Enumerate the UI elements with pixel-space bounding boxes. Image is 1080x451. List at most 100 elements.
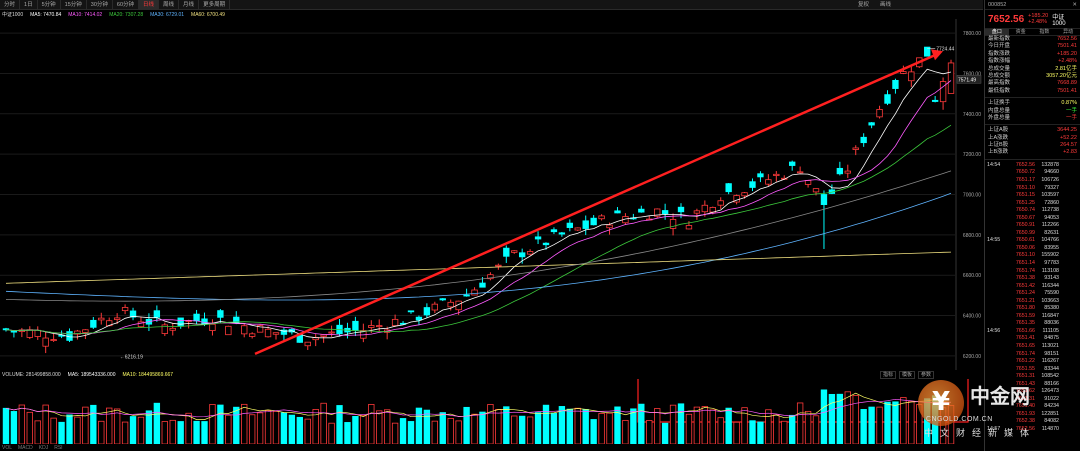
candle <box>10 330 18 333</box>
candle <box>900 71 907 74</box>
tick-time <box>987 366 1009 374</box>
candlestick-chart[interactable]: 7800.00 7600.00 7400.00 7200.00 7000.00 6800.… <box>0 19 983 370</box>
candle <box>177 317 184 327</box>
volume-bar <box>288 414 296 444</box>
period-tab-9[interactable]: 更多周期 <box>199 0 231 10</box>
quote-key: 指数涨幅 <box>988 58 1011 65</box>
tick-volume: 122851 <box>1041 410 1059 417</box>
tick-flag <box>1059 268 1066 276</box>
quote-value: +2.48% <box>1058 58 1077 65</box>
candle <box>765 179 772 185</box>
candle <box>741 192 748 197</box>
candle <box>614 210 621 214</box>
period-tab-2[interactable]: 5分钟 <box>38 0 61 10</box>
sidebar-tab-2[interactable]: 指数 <box>1039 29 1050 35</box>
volume-bar <box>717 417 724 444</box>
quote-table: 最新指数 7652.56 今日开盘 7501.41 指数涨跌 +185.20 指数涨幅 +2.… <box>985 36 1080 95</box>
sidebar-tab-0[interactable]: 盘口 <box>985 29 1009 35</box>
tick-time <box>987 290 1009 298</box>
candle <box>566 222 574 228</box>
indicator-button[interactable]: 指标 <box>880 371 897 379</box>
volume-bar <box>66 414 73 444</box>
candle <box>669 218 677 229</box>
param-button[interactable]: 参数 <box>918 371 935 379</box>
candle <box>574 227 581 231</box>
candle <box>415 316 423 321</box>
restore-rights-button[interactable]: 复权 <box>858 2 870 8</box>
tick-price: 7651.24 <box>1015 290 1035 297</box>
tick-time <box>987 192 1009 200</box>
volume-bar <box>558 406 566 444</box>
period-tab-8[interactable]: 月线 <box>179 0 200 10</box>
period-tab-1[interactable]: 1日 <box>20 0 38 10</box>
tick-price: 7652.56 <box>1015 426 1035 432</box>
volume-bar <box>431 420 439 444</box>
tick-price: 7650.74 <box>1015 207 1035 214</box>
tick-row: 7651.80 85380 <box>985 305 1080 313</box>
volume-bar <box>153 402 161 444</box>
period-tab-7[interactable]: 周线 <box>159 0 180 10</box>
tick-price: 7651.93 <box>1015 410 1035 417</box>
tick-flag <box>1059 305 1066 313</box>
volume-bar <box>50 417 57 444</box>
sidebar-tab-1[interactable]: 资金 <box>1015 29 1026 35</box>
period-tab-6[interactable]: 日线 <box>139 0 160 10</box>
tick-flag <box>1059 222 1066 230</box>
tick-flag <box>1059 411 1066 419</box>
volume-chart[interactable] <box>0 379 983 444</box>
period-tab-5[interactable]: 60分钟 <box>113 0 140 10</box>
volume-bar <box>749 420 756 444</box>
candle <box>98 317 105 321</box>
volume-bar <box>74 416 81 444</box>
draw-line-button[interactable]: 画线 <box>880 2 892 8</box>
tick-price: 7650.61 <box>1015 237 1035 244</box>
volume-bar <box>423 409 431 444</box>
tick-price: 7651.43 <box>1015 380 1035 387</box>
tick-flag <box>1059 169 1066 177</box>
tab-rsi[interactable]: RSI <box>54 444 63 451</box>
tick-price: 7651.10 <box>1015 252 1035 259</box>
volume-bar <box>463 406 470 444</box>
tick-price: 7651.40 <box>1015 403 1035 410</box>
volume-bar <box>582 409 589 444</box>
tab-macd[interactable]: MACD <box>18 444 33 451</box>
volume-bar <box>773 414 780 444</box>
candle <box>939 81 947 103</box>
tick-list[interactable]: 14:54 7652.56 132878 7650.72 94660 7651.17 106… <box>985 162 1080 434</box>
tab-vol[interactable]: VOL <box>2 444 13 451</box>
tick-volume: 106726 <box>1041 176 1059 183</box>
period-tab-4[interactable]: 30分钟 <box>87 0 113 10</box>
period-tab-0[interactable]: 分时 <box>0 0 21 10</box>
volume-bar <box>638 403 645 444</box>
tick-price: 7651.17 <box>1015 176 1035 183</box>
tick-row: 7651.15 103597 <box>985 192 1080 200</box>
tick-row: 7651.10 155902 <box>985 252 1080 260</box>
candle <box>129 310 137 318</box>
quote-row: 总成交量 2.81亿手 <box>985 66 1080 73</box>
candle <box>503 247 510 257</box>
volume-bar <box>526 416 534 444</box>
tick-flag <box>1059 177 1066 185</box>
candle <box>844 170 851 174</box>
candle <box>558 232 566 235</box>
sidebar-tab-3[interactable]: 异动 <box>1063 29 1074 35</box>
tab-kdj[interactable]: KDJ <box>38 444 49 451</box>
candle <box>518 252 526 258</box>
candle <box>892 79 899 89</box>
tick-row: 7651.93 122851 <box>985 411 1080 419</box>
sidebar-close-icon[interactable]: ✕ <box>1072 1 1077 8</box>
candle <box>598 215 605 220</box>
cngold-logo <box>918 380 964 426</box>
candle <box>931 99 939 102</box>
volume-bar <box>304 418 311 444</box>
period-tab-3[interactable]: 15分钟 <box>61 0 87 10</box>
candle <box>733 195 740 203</box>
volume-bar <box>503 406 510 444</box>
template-button[interactable]: 模板 <box>899 371 916 379</box>
volume-bar <box>121 421 129 444</box>
tick-price: 7651.80 <box>1015 305 1035 312</box>
price-box-label: 7571.49 <box>958 77 976 83</box>
tick-volume: 84234 <box>1044 403 1059 410</box>
tick-price: 7652.38 <box>1015 418 1035 425</box>
